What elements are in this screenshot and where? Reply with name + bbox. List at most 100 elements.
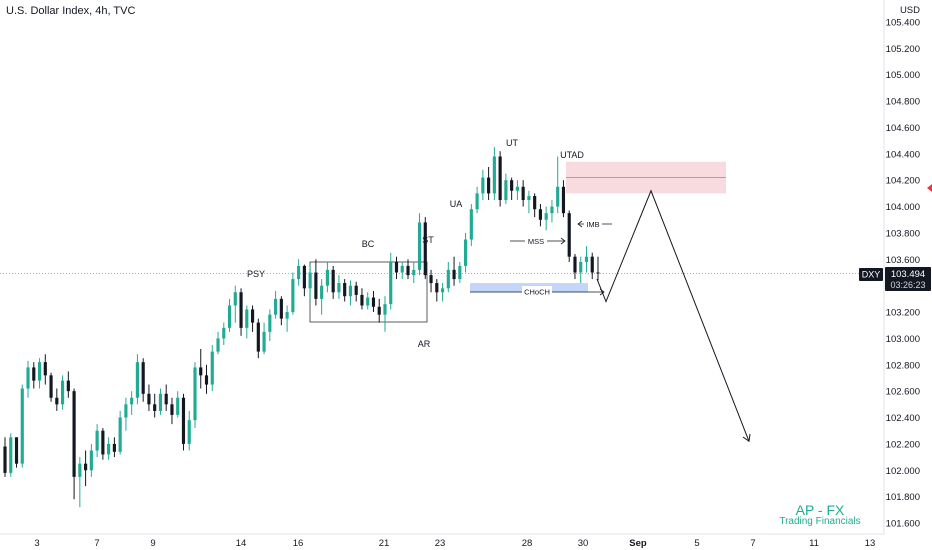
candle-body: [297, 265, 301, 280]
candle-body: [107, 443, 111, 455]
candle-body: [337, 283, 341, 293]
y-tick-label: 105.200: [886, 44, 920, 55]
y-tick-label: 104.800: [886, 97, 920, 108]
candle-body: [204, 375, 209, 385]
candle-body: [66, 380, 70, 392]
candle-body: [366, 297, 370, 306]
candle-body: [510, 180, 514, 191]
candle-body: [239, 292, 243, 328]
candle-body: [135, 362, 140, 398]
candle-body: [158, 393, 163, 411]
candle-body: [573, 256, 577, 273]
candle-body: [567, 213, 571, 257]
candle-body: [95, 430, 99, 451]
label-ar: AR: [418, 339, 431, 349]
candle-body: [187, 420, 191, 444]
candle-body: [475, 193, 479, 210]
label-imb: IMB: [586, 220, 599, 229]
candle-body: [544, 213, 548, 220]
candle-body: [279, 298, 283, 319]
candle-body: [406, 265, 410, 276]
candle-body: [579, 261, 583, 273]
candle-body: [302, 265, 306, 289]
candle-body: [112, 443, 116, 452]
imb-label-bg: [584, 218, 602, 230]
y-tick-label: 101.800: [886, 492, 920, 503]
label-ua: UA: [450, 199, 463, 209]
y-tick-label: 104.600: [886, 123, 920, 134]
candle-body: [9, 437, 13, 473]
label-choch: CHoCH: [524, 288, 550, 297]
chart-title: U.S. Dollar Index, 4h, TVC: [6, 5, 136, 17]
candle-body: [14, 437, 19, 464]
candle-body: [227, 305, 232, 328]
candle-body: [124, 404, 128, 418]
x-tick-label: 7: [750, 538, 755, 549]
projection-arrowhead: [742, 433, 751, 443]
candle-body: [463, 239, 468, 266]
candle-body: [400, 265, 404, 273]
candle-body: [256, 322, 260, 352]
candle-body: [84, 463, 88, 471]
candle-body: [320, 285, 324, 299]
x-tick-label: 3: [34, 538, 39, 549]
candle-body: [458, 265, 462, 280]
candle-body: [193, 367, 197, 421]
candle-body: [527, 196, 531, 200]
candle-body: [153, 404, 157, 411]
candle-body: [141, 362, 145, 394]
candle-body: [170, 404, 174, 415]
y-tick-label: 104.000: [886, 202, 920, 213]
candle-body: [291, 279, 295, 313]
y-tick-label: 105.400: [886, 18, 920, 29]
candle-body: [533, 196, 537, 210]
candle-body: [556, 186, 560, 207]
candle-body: [394, 261, 399, 273]
candle-body: [3, 446, 7, 473]
candle-body: [492, 156, 496, 194]
y-tick-label: 103.600: [886, 255, 920, 266]
candle-body: [43, 362, 47, 376]
candle-body: [147, 393, 151, 405]
y-tick-label: 104.400: [886, 149, 920, 160]
x-tick-label: Sep: [629, 538, 647, 549]
y-tick-label: 102.400: [886, 413, 920, 424]
countdown-label: 03:26:23: [890, 280, 925, 290]
x-tick-label: 23: [435, 538, 446, 549]
candle-body: [89, 450, 93, 471]
watermark-brand: AP - FX: [795, 502, 845, 518]
y-tick-label: 102.800: [886, 360, 920, 371]
candle-body: [423, 222, 427, 276]
mss-label-bg: [525, 235, 547, 247]
x-tick-label: 7: [94, 538, 99, 549]
x-tick-label: 28: [522, 538, 533, 549]
candle-body: [590, 256, 594, 273]
candle-body: [72, 391, 76, 477]
candle-body: [216, 338, 220, 352]
candle-body: [325, 269, 329, 286]
candle-body: [37, 362, 42, 381]
candle-body: [446, 269, 450, 289]
y-tick-label: 103.200: [886, 308, 920, 319]
candle-body: [348, 285, 353, 297]
x-tick-label: 14: [236, 538, 247, 549]
candle-body: [487, 177, 491, 194]
candle-body: [417, 222, 422, 270]
candle-body: [199, 367, 203, 376]
candle-body: [383, 304, 387, 315]
choch-label-bg: [522, 286, 552, 297]
x-tick-label: 9: [150, 538, 155, 549]
label-bc: BC: [362, 239, 375, 249]
label-mss: MSS: [528, 237, 544, 246]
candle-body: [435, 283, 439, 293]
candle-body: [222, 327, 226, 339]
x-tick-label: 5: [694, 538, 699, 549]
y-tick-label: 104.200: [886, 176, 920, 187]
candle-body: [164, 393, 168, 405]
candle-body: [561, 186, 566, 214]
y-tick-label: 103.800: [886, 228, 920, 239]
projection-path: [596, 189, 750, 442]
x-tick-label: 13: [865, 538, 876, 549]
candle-body: [550, 206, 554, 214]
